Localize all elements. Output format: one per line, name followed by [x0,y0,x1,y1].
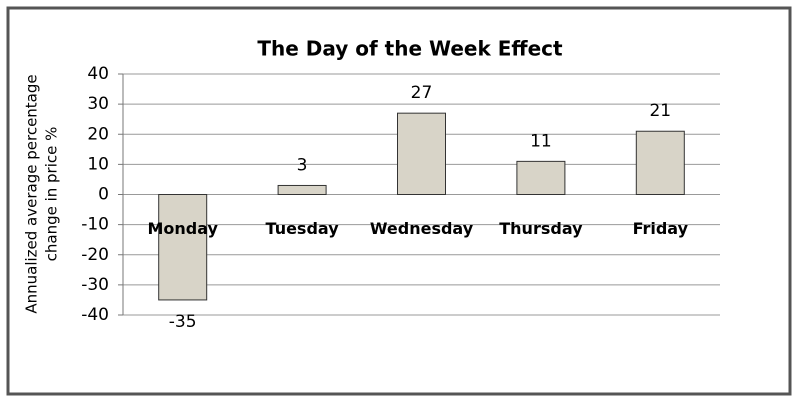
chart-title: The Day of the Week Effect [257,37,563,61]
bar [277,184,327,195]
y-tick-label: -20 [81,245,109,265]
x-tick-label: Friday [633,219,689,238]
bar [397,112,446,195]
x-tick-label: Wednesday [370,219,474,238]
y-tick-label: 30 [87,94,109,114]
y-axis-label: change in price % [43,127,61,262]
data-label: 21 [649,101,671,121]
data-label: 11 [530,131,552,151]
bar [516,160,566,196]
y-tick-label: -30 [81,275,109,295]
y-tick-label: 0 [98,185,109,205]
data-label: 27 [411,83,433,103]
x-tick-label: Monday [147,219,218,238]
y-tick-label: 40 [87,64,109,84]
data-label: 3 [297,155,308,175]
bar [158,194,208,301]
y-tick-label: 20 [87,124,109,144]
y-tick-label: -10 [81,215,109,235]
y-axis-label: Annualized average percentage [23,74,41,313]
data-label: -35 [169,312,197,332]
x-tick-label: Thursday [499,219,583,238]
x-tick-label: Tuesday [266,219,340,238]
y-tick-label: 10 [87,154,109,174]
bar [635,130,685,196]
frame [6,6,792,396]
y-tick-label: -40 [81,305,109,325]
